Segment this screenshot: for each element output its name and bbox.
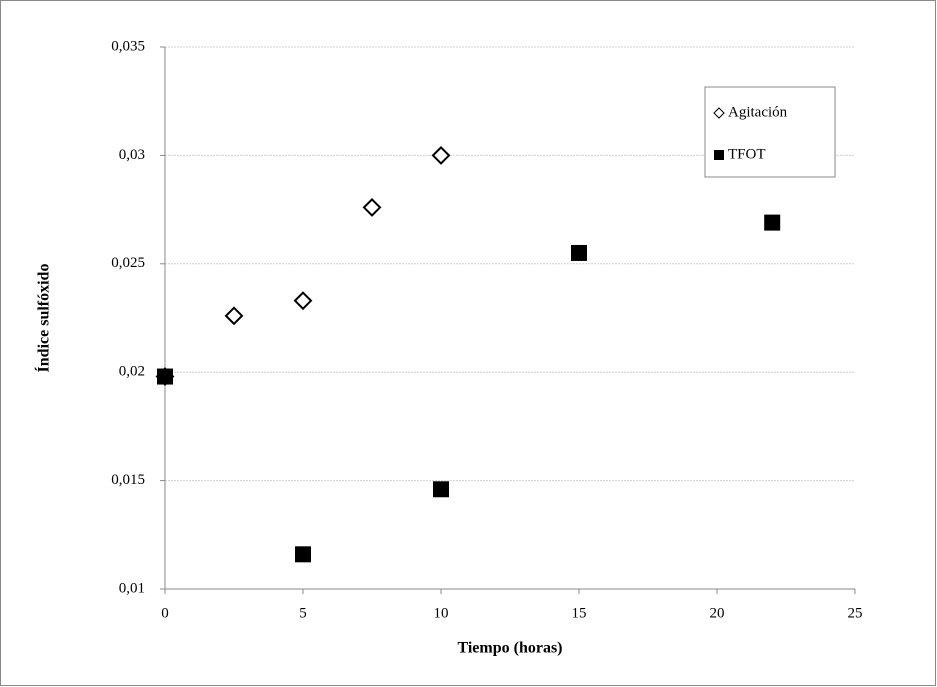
x-tick-label: 15 (572, 605, 587, 621)
data-point (431, 145, 451, 165)
data-point (764, 214, 781, 231)
x-tick-label: 5 (299, 605, 307, 621)
y-tick-label: 0,035 (111, 38, 145, 54)
y-tick-label: 0,015 (111, 472, 145, 488)
y-tick-label: 0,01 (119, 580, 145, 596)
data-point (571, 244, 587, 261)
data-point (433, 481, 449, 498)
legend-marker (713, 107, 725, 119)
y-tick-label: 0,02 (119, 364, 145, 380)
x-tick-label: 0 (161, 605, 169, 621)
legend-label: TFOT (728, 146, 766, 162)
legend-label: Agitación (728, 104, 788, 120)
legend-box (704, 86, 836, 178)
data-point (157, 368, 173, 385)
data-point (295, 546, 311, 563)
x-axis-title: Tiempo (horas) (457, 640, 562, 657)
y-axis-title: Índice sulfóxido (34, 264, 53, 373)
data-point (224, 306, 244, 326)
x-tick-label: 25 (848, 605, 863, 621)
data-point (293, 291, 313, 311)
x-tick-label: 20 (710, 605, 725, 621)
data-point (362, 198, 382, 217)
y-tick-label: 0,025 (111, 255, 145, 271)
y-tick-label: 0,03 (119, 147, 145, 163)
x-tick-label: 10 (434, 605, 449, 621)
legend-marker (714, 150, 724, 160)
